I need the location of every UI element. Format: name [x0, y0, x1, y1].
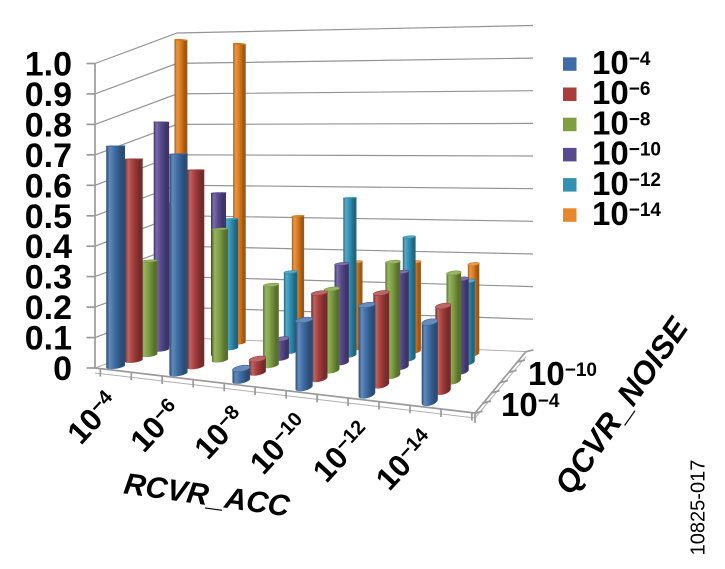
svg-text:0.9: 0.9 — [25, 76, 72, 114]
svg-text:0.6: 0.6 — [25, 167, 72, 205]
svg-text:0: 0 — [53, 350, 72, 388]
svg-text:0.7: 0.7 — [25, 137, 72, 175]
svg-text:0.8: 0.8 — [25, 106, 72, 144]
svg-text:10825-017: 10825-017 — [688, 460, 710, 556]
svg-text:10−10: 10−10 — [528, 355, 597, 392]
svg-text:0.5: 0.5 — [25, 198, 72, 236]
svg-text:1.0: 1.0 — [25, 46, 72, 84]
svg-text:0.3: 0.3 — [25, 259, 72, 297]
svg-text:0.4: 0.4 — [25, 228, 72, 266]
svg-text:0.2: 0.2 — [25, 289, 72, 327]
svg-text:0.1: 0.1 — [25, 320, 72, 358]
